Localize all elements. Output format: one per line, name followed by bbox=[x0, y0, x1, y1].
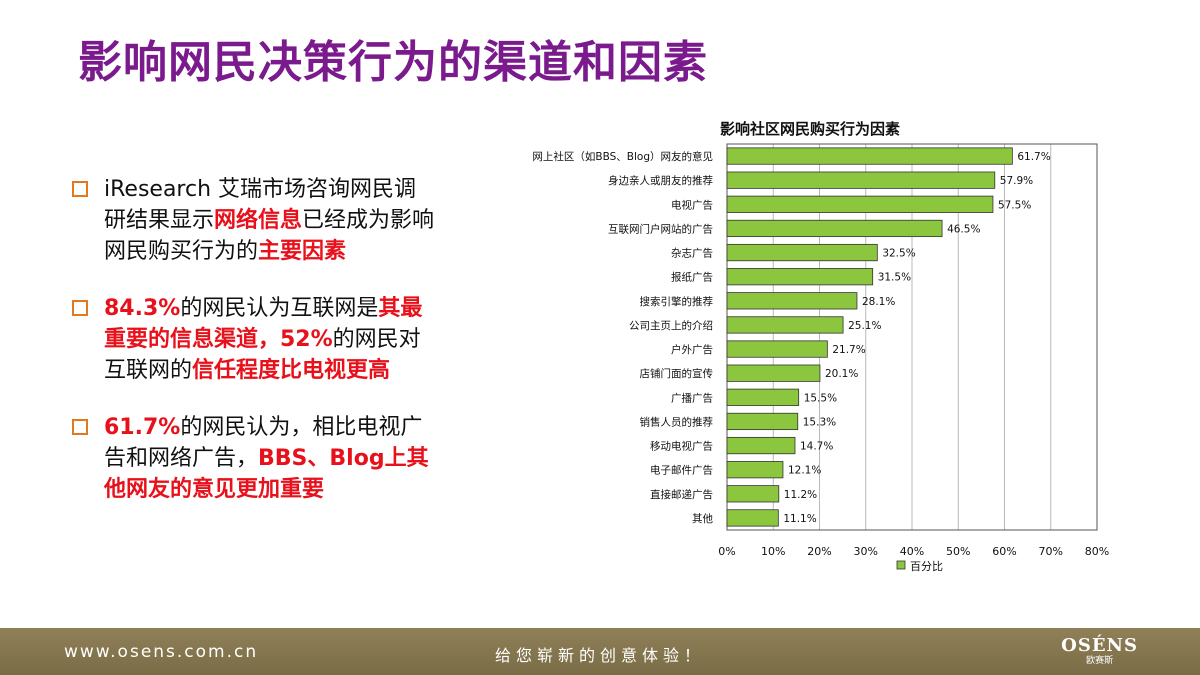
bullet-highlight: 84.3% bbox=[104, 296, 181, 321]
x-tick-label: 50% bbox=[946, 545, 970, 558]
square-bullet-icon bbox=[72, 181, 88, 197]
bar bbox=[726, 219, 943, 238]
category-label: 报纸广告 bbox=[671, 271, 713, 284]
bar bbox=[726, 171, 996, 189]
bar bbox=[726, 243, 878, 262]
chart-title: 影响社区网民购买行为因素 bbox=[719, 120, 900, 138]
data-label: 31.5% bbox=[878, 272, 911, 284]
logo-sub-text: 欧赛斯 bbox=[1086, 656, 1114, 666]
square-bullet-icon bbox=[72, 419, 88, 435]
data-label: 11.2% bbox=[784, 489, 817, 501]
data-label: 15.5% bbox=[804, 392, 837, 404]
bar bbox=[726, 388, 800, 406]
x-tick-label: 10% bbox=[761, 545, 785, 558]
slide-title: 影响网民决策行为的渠道和因素 bbox=[78, 37, 708, 88]
bullet-segment: 已经成为影响网民购买行为的 bbox=[104, 208, 435, 264]
bullet-highlight: 61.7% bbox=[104, 415, 181, 440]
category-label: 移动电视广告 bbox=[650, 440, 713, 453]
bar bbox=[726, 412, 799, 431]
category-label: 店铺门面的宣传 bbox=[640, 367, 714, 380]
bar bbox=[726, 147, 1013, 165]
square-bullet-icon bbox=[72, 300, 88, 316]
x-tick-label: 80% bbox=[1085, 545, 1109, 558]
brand-logo: OSÉNS 欧赛斯 bbox=[1061, 637, 1138, 667]
bar bbox=[726, 461, 784, 479]
x-tick-label: 40% bbox=[900, 545, 924, 558]
data-label: 32.5% bbox=[882, 248, 915, 260]
data-label: 46.5% bbox=[947, 223, 980, 235]
x-tick-label: 20% bbox=[807, 545, 831, 558]
category-label: 销售人员的推荐 bbox=[640, 415, 714, 428]
data-label: 25.1% bbox=[848, 320, 881, 332]
category-label: 互联网门户网站的广告 bbox=[608, 222, 713, 235]
x-tick-label: 70% bbox=[1039, 545, 1063, 558]
bullet-item: 61.7%的网民认为，相比电视广告和网络广告，BBS、Blog上其他网友的意见更… bbox=[72, 412, 437, 505]
bullet-segment: 的网民认为，相比电视广告和网络广告， bbox=[104, 415, 423, 471]
category-label: 电子邮件广告 bbox=[650, 464, 713, 477]
chart-svg: 0% 10% 20% 30% 40% 50% 60% 70% 80% 网上社区（如BBS、Blog… bbox=[532, 143, 1109, 573]
bar bbox=[726, 195, 994, 213]
data-label: 15.3% bbox=[803, 416, 836, 428]
bullet-item: 84.3%的网民认为互联网是其最重要的信息渠道，52%的网民对互联网的信任程度比… bbox=[72, 293, 437, 386]
bullet-list: iResearch 艾瑞市场咨询网民调研结果显示网络信息已经成为影响网民购买行为… bbox=[72, 174, 437, 531]
category-label: 其他 bbox=[692, 512, 713, 525]
legend-label: 百分比 bbox=[910, 560, 943, 573]
x-tick-label: 0% bbox=[718, 545, 735, 558]
category-label: 广播广告 bbox=[671, 391, 713, 404]
category-label: 网上社区（如BBS、Blog）网友的意见 bbox=[532, 150, 713, 163]
category-label: 身边亲人或朋友的推荐 bbox=[608, 174, 713, 187]
data-label: 11.1% bbox=[783, 513, 816, 525]
bullet-highlight: 信任程度比电视更高 bbox=[192, 358, 391, 383]
bar bbox=[726, 316, 844, 334]
plot-frame bbox=[726, 143, 1098, 531]
bullet-item: iResearch 艾瑞市场咨询网民调研结果显示网络信息已经成为影响网民购买行为… bbox=[72, 174, 437, 267]
footer-url[interactable]: www.osens.com.cn bbox=[64, 642, 259, 662]
category-label: 电视广告 bbox=[671, 198, 713, 211]
data-label: 21.7% bbox=[832, 344, 865, 356]
bullet-highlight: 其最重要的信息渠道，52% bbox=[104, 296, 423, 352]
data-label: 14.7% bbox=[800, 441, 833, 453]
category-label: 户外广告 bbox=[671, 343, 713, 356]
footer-slogan: 给您崭新的创意体验！ bbox=[494, 646, 705, 665]
legend-swatch bbox=[896, 560, 906, 570]
bullet-highlight: 主要因素 bbox=[258, 239, 347, 264]
bar-chart: 影响社区网民购买行为因素 0% 10% 20% 30% 40% 50% 60% 70% 80% 网… bbox=[455, 108, 1155, 593]
bar bbox=[726, 436, 796, 455]
data-label: 57.5% bbox=[998, 199, 1031, 211]
bar bbox=[726, 292, 858, 310]
x-tick-label: 30% bbox=[854, 545, 878, 558]
data-label: 57.9% bbox=[1000, 175, 1033, 187]
data-label: 12.1% bbox=[788, 465, 821, 477]
bullet-highlight: BBS、Blog上其他网友的意见更加重要 bbox=[104, 446, 429, 502]
bullet-highlight: 网络信息 bbox=[214, 208, 303, 233]
category-label: 杂志广告 bbox=[671, 247, 713, 260]
bar bbox=[726, 485, 780, 503]
footer-bar: www.osens.com.cn 给您崭新的创意体验！ OSÉNS 欧赛斯 bbox=[0, 628, 1200, 675]
bar bbox=[726, 340, 828, 358]
bullet-segment: iResearch 艾瑞市场咨询网民调研结果显示 bbox=[104, 177, 417, 233]
bullet-segment: 的网民认为互联网是 bbox=[180, 296, 379, 321]
logo-brand-text: OSÉNS bbox=[1061, 635, 1138, 656]
bar bbox=[726, 268, 874, 286]
category-label: 搜索引擎的推荐 bbox=[640, 295, 714, 308]
bullet-segment: 的网民对互联网的 bbox=[104, 327, 421, 383]
data-label: 61.7% bbox=[1017, 151, 1050, 163]
bar bbox=[726, 364, 821, 382]
bar bbox=[726, 509, 779, 527]
category-label: 公司主页上的介绍 bbox=[629, 319, 713, 332]
category-label: 直接邮递广告 bbox=[650, 488, 713, 501]
data-label: 20.1% bbox=[825, 368, 858, 380]
x-tick-label: 60% bbox=[992, 545, 1016, 558]
data-label: 28.1% bbox=[862, 296, 895, 308]
